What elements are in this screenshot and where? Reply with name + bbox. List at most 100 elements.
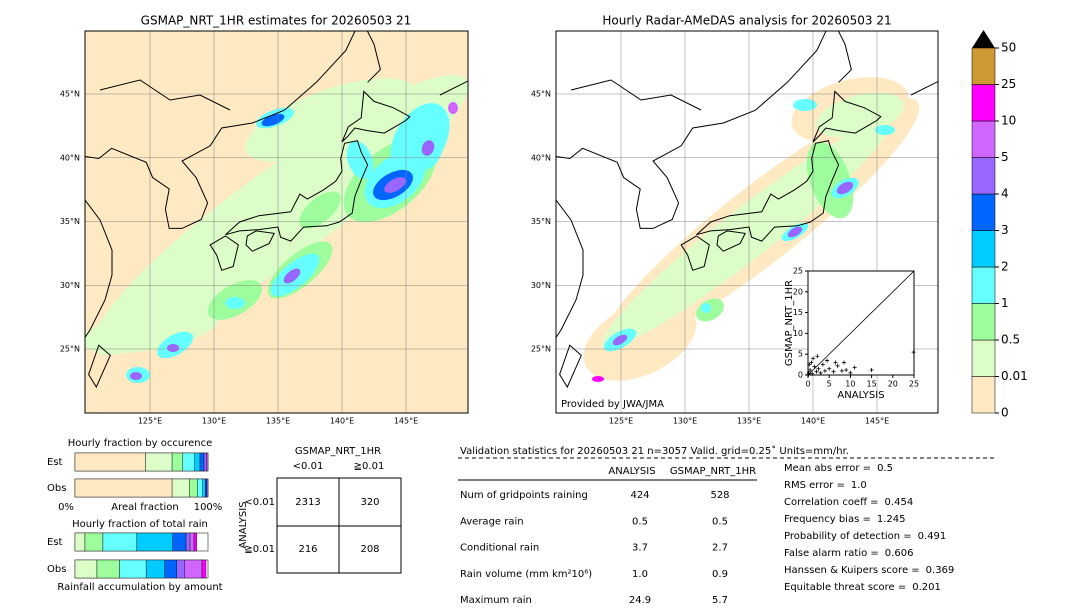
precip-area: [261, 113, 285, 127]
score-label: Frequency bias =: [784, 514, 871, 525]
scatter-point: [810, 371, 815, 376]
scatter-point: [820, 362, 825, 367]
bar-segment: [96, 559, 120, 579]
scatter-point: [911, 350, 916, 355]
precip-area: [130, 372, 142, 380]
scatter-point: [808, 368, 813, 373]
col-label: GSMAP_NRT_1HR: [670, 466, 756, 477]
stat-value: 528: [710, 490, 729, 501]
scatter-point: [825, 358, 830, 363]
lon-label: 135°E: [737, 417, 761, 426]
map-title: GSMAP_NRT_1HR estimates for 20260503 21: [141, 14, 412, 28]
bar-segment: [119, 559, 147, 579]
lon-label: 130°E: [202, 417, 226, 426]
map-title: Hourly Radar-AMeDAS analysis for 2026050…: [602, 14, 891, 28]
stat-value: 0.5: [632, 516, 648, 527]
colorbar-segment: [971, 266, 996, 304]
colorbar-label: 4: [1001, 187, 1009, 201]
table-cell: 2313: [295, 497, 320, 508]
precip-area: [793, 99, 817, 111]
bar-segment: [185, 532, 191, 552]
scatter-point: [806, 372, 811, 377]
x-tick-label: 0: [805, 380, 810, 389]
x-tick-label: 10: [845, 380, 855, 389]
map-frame: [555, 30, 939, 414]
table-header: GSMAP_NRT_1HR: [295, 446, 381, 457]
stat-label: Num of gridpoints raining: [460, 490, 588, 501]
bar-segment: [206, 452, 209, 472]
colorbar-label: 5: [1001, 150, 1009, 164]
bar-segment: [171, 478, 190, 498]
y-tick-label: 5: [798, 350, 803, 359]
scatter-xlabel: ANALYSIS: [837, 390, 884, 401]
row-label: ≧0.01: [244, 544, 275, 555]
stat-value: 24.9: [629, 595, 651, 606]
score: RMS error = 1.0: [784, 480, 867, 491]
fraction-bars: Hourly fraction by occurence Est Obs 0% Area…: [47, 438, 223, 593]
axis-label: 0%: [58, 502, 74, 513]
stat-value: 0.5: [712, 516, 728, 527]
lon-label: 145°E: [394, 417, 418, 426]
credit: Provided by JWA/JMA: [561, 399, 664, 410]
stat-value: 424: [630, 490, 649, 501]
scatter-point: [835, 363, 840, 368]
bar-segment: [184, 559, 203, 579]
y-tick-label: 25: [793, 267, 803, 276]
score-label: False alarm ratio =: [784, 548, 879, 559]
row-label: Est: [47, 537, 63, 548]
bar-segment: [189, 532, 195, 552]
score-label: Probability of detection =: [784, 531, 912, 542]
axis-label: Rainfall accumulation by amount: [57, 582, 222, 593]
scatter-point: [812, 364, 817, 369]
row-label: <0.01: [244, 497, 275, 508]
colorbar-segment: [971, 303, 996, 341]
x-tick-label: 15: [867, 380, 877, 389]
lat-label: 30°N: [60, 281, 80, 290]
bar-segment: [182, 452, 195, 472]
precip-area: [244, 78, 416, 162]
stat-label: Average rain: [460, 516, 524, 527]
score: Mean abs error = 0.5: [784, 463, 893, 474]
bar-segment: [201, 559, 207, 579]
stat-value: 5.7: [712, 595, 728, 606]
table-cell: 216: [298, 544, 317, 555]
score: Probability of detection = 0.491: [784, 531, 946, 542]
axis-label: 100%: [194, 502, 223, 513]
lon-label: 135°E: [266, 417, 290, 426]
scatter-point: [869, 368, 874, 373]
precip-area: [283, 268, 301, 284]
scatter: 0 5 10 15 20 25 0 5 10 15 20 25: [793, 267, 919, 389]
col-label: <0.01: [293, 461, 324, 472]
colorbar-label: 0.01: [1001, 369, 1028, 383]
lon-label: 145°E: [865, 417, 889, 426]
stat-value: 0.9: [712, 569, 728, 580]
score-label: RMS error =: [784, 480, 845, 491]
scatter-point: [811, 356, 816, 361]
map-grid: [85, 31, 468, 413]
bar-segment: [171, 452, 183, 472]
axis-label: Areal fraction: [111, 502, 178, 513]
colorbar-segment: [971, 157, 996, 195]
row-label: Est: [47, 457, 63, 468]
lon-label: 125°E: [138, 417, 162, 426]
lat-label: 45°N: [60, 90, 80, 99]
colorbar-label: 50: [1001, 41, 1016, 55]
colorbar-segment: [971, 84, 996, 122]
precip-analysis: [583, 77, 920, 382]
score: Correlation coeff = 0.454: [784, 497, 913, 508]
colorbar-segment: [971, 120, 996, 158]
colorbar-extend: [972, 30, 995, 48]
contingency-table: GSMAP_NRT_1HR<0.01 ≧0.01ANALYSIS<0.01≧0.0…: [238, 446, 402, 574]
score-value: 0.606: [885, 548, 914, 559]
bar-segment: [197, 478, 203, 498]
precip-area: [787, 226, 803, 238]
y-tick-label: 10: [793, 329, 803, 338]
scatter-point: [814, 369, 819, 374]
bar-segment: [74, 478, 173, 498]
precip-area: [612, 334, 628, 346]
colorbar-label: 25: [1001, 77, 1016, 91]
score: Frequency bias = 1.245: [784, 514, 906, 525]
lat-label: 35°N: [60, 217, 80, 226]
col-label: ≧0.01: [354, 461, 385, 472]
